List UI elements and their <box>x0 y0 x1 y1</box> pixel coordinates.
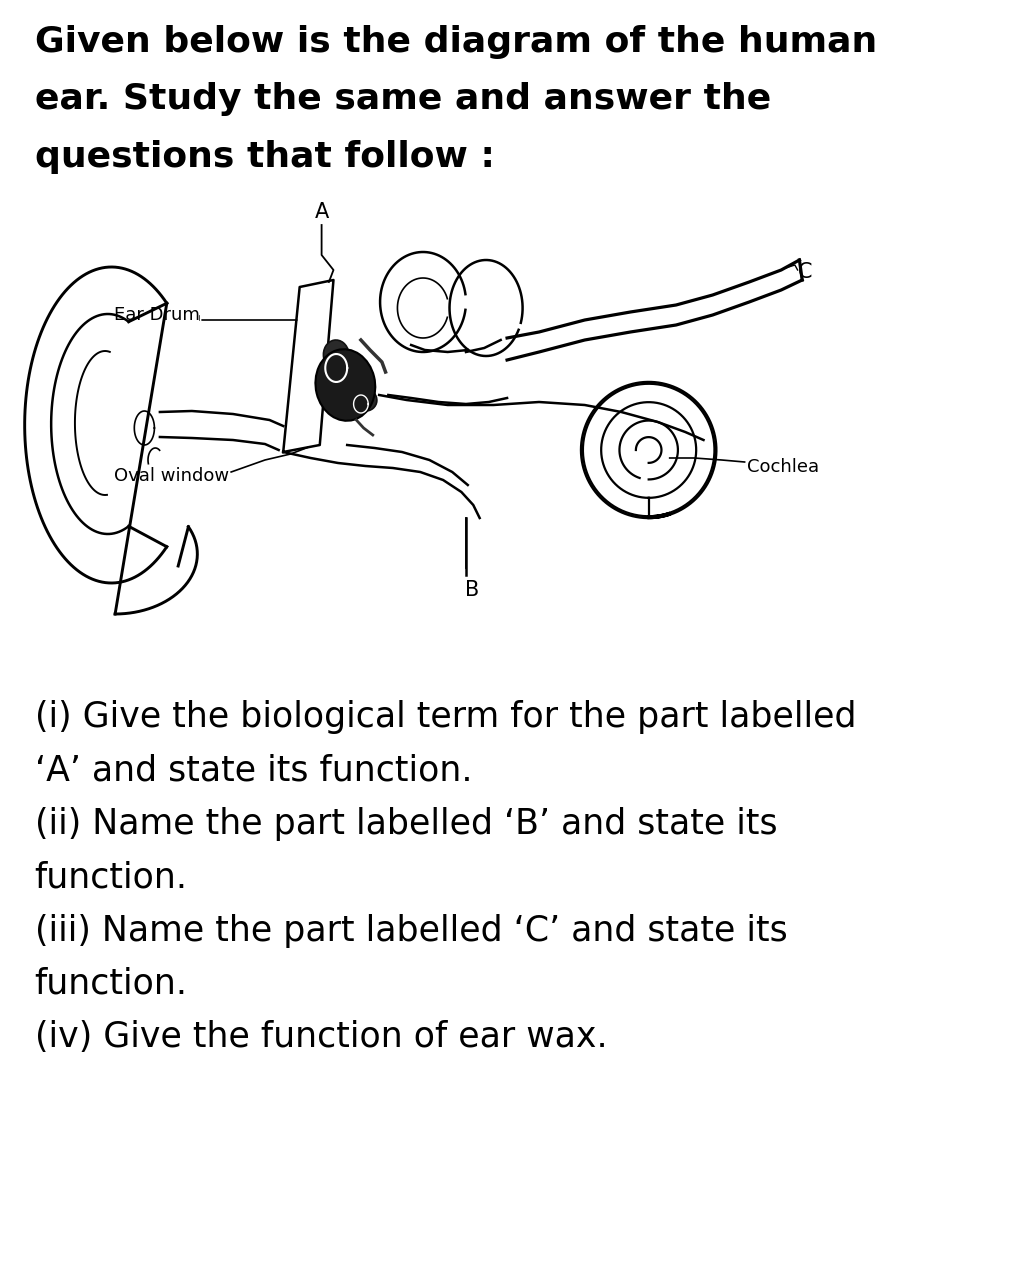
Text: (i) Give the biological term for the part labelled: (i) Give the biological term for the par… <box>34 700 855 733</box>
Text: B: B <box>465 580 479 600</box>
Ellipse shape <box>324 340 349 370</box>
Ellipse shape <box>354 389 376 411</box>
Text: function.: function. <box>34 860 187 893</box>
Text: ‘A’ and state its function.: ‘A’ and state its function. <box>34 753 472 787</box>
Text: A: A <box>314 202 329 221</box>
Text: Given below is the diagram of the human: Given below is the diagram of the human <box>34 26 877 59</box>
Text: Oval window: Oval window <box>114 467 229 485</box>
Text: (iii) Name the part labelled ‘C’ and state its: (iii) Name the part labelled ‘C’ and sta… <box>34 914 787 948</box>
Text: questions that follow :: questions that follow : <box>34 140 494 174</box>
Text: (ii) Name the part labelled ‘B’ and state its: (ii) Name the part labelled ‘B’ and stat… <box>34 806 776 841</box>
Text: Ear Drum: Ear Drum <box>114 306 200 324</box>
Ellipse shape <box>315 349 375 421</box>
Text: function.: function. <box>34 966 187 1001</box>
Text: C: C <box>797 262 811 282</box>
Text: ear. Study the same and answer the: ear. Study the same and answer the <box>34 82 770 116</box>
Text: Cochlea: Cochlea <box>746 458 819 476</box>
Text: (iv) Give the function of ear wax.: (iv) Give the function of ear wax. <box>34 1020 607 1053</box>
